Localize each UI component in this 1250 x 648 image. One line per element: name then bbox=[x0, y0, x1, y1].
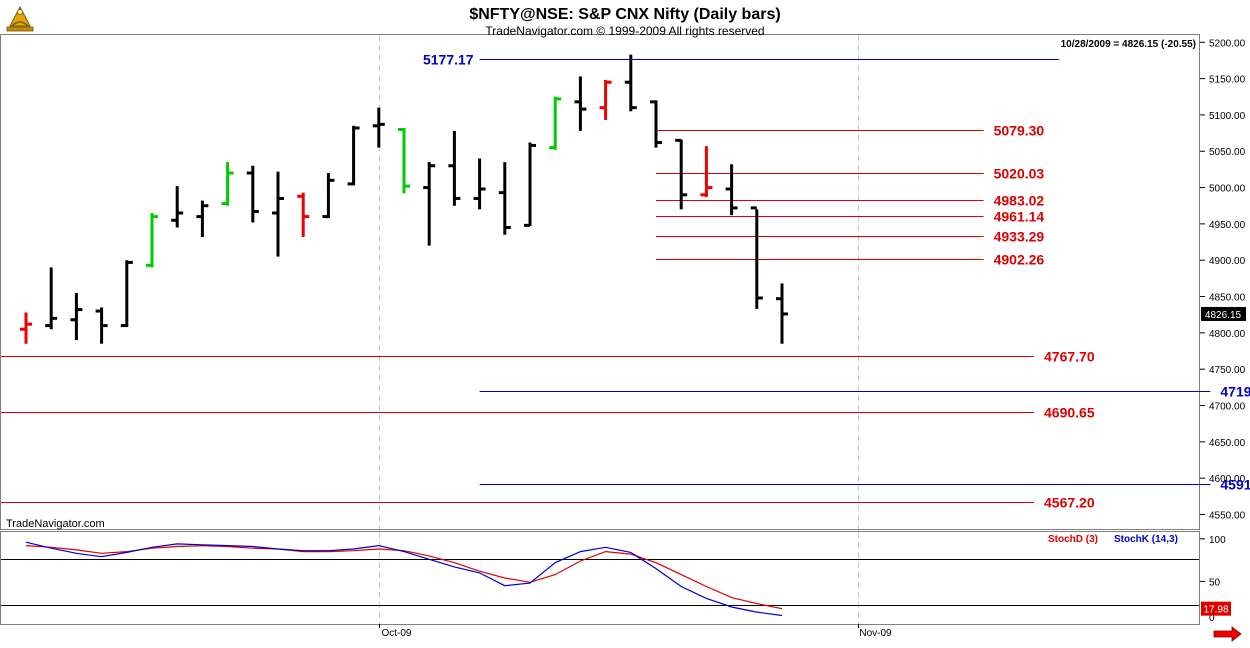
price-tick-label: 5100.00 bbox=[1209, 111, 1246, 122]
last-price-marker bbox=[1201, 306, 1246, 321]
sextant-icon[interactable] bbox=[3, 4, 37, 34]
level-label: 5177.17 bbox=[423, 52, 474, 68]
right-arrow-icon[interactable] bbox=[1213, 626, 1242, 642]
price-tick-label: 4700.00 bbox=[1209, 402, 1246, 413]
ohlc-bar bbox=[599, 80, 612, 120]
price-tick-label: 5150.00 bbox=[1209, 75, 1246, 86]
level-label: 4719.45 bbox=[1220, 384, 1250, 400]
ohlc-bar bbox=[20, 312, 32, 344]
ohlc-bar bbox=[650, 100, 662, 148]
price-tick-label: 5050.00 bbox=[1209, 147, 1246, 158]
ohlc-bar bbox=[448, 130, 461, 206]
ohlc-bar bbox=[246, 165, 259, 223]
ohlc-bar bbox=[750, 206, 763, 309]
ohlc-bar bbox=[524, 142, 536, 227]
legend-stochd: StochD (3) bbox=[1048, 534, 1098, 545]
chart-copyright: TradeNavigator.com © 1999-2009 All right… bbox=[485, 24, 764, 38]
legend-stochk: StochK (14,3) bbox=[1114, 534, 1178, 545]
ohlc-bar bbox=[45, 267, 58, 330]
ohlc-bar bbox=[146, 212, 158, 268]
price-tick-label: 4950.00 bbox=[1209, 220, 1246, 231]
stochastic-panel: 100 50 0 StochD (3) StochK (14,3) 17.98 bbox=[1, 534, 1231, 624]
level-label: 4567.20 bbox=[1044, 495, 1095, 511]
stoch-tick-label: 50 bbox=[1209, 577, 1221, 588]
ohlc-bar bbox=[423, 162, 436, 246]
date-axis: Oct-09 Nov-09 bbox=[379, 624, 892, 639]
ohlc-bar bbox=[272, 171, 284, 257]
level-label: 5020.03 bbox=[994, 166, 1045, 182]
ohlc-bar bbox=[95, 307, 108, 344]
price-tick-label: 4750.00 bbox=[1209, 365, 1246, 376]
ohlc-bar bbox=[498, 162, 511, 235]
level-label: 4902.26 bbox=[994, 252, 1045, 268]
watermark-text: TradeNavigator.com bbox=[6, 518, 105, 530]
ohlc-bar bbox=[347, 125, 360, 186]
level-label: 4767.70 bbox=[1044, 349, 1095, 365]
price-panel-frame bbox=[0, 34, 1200, 530]
stoch-last-label: 17.98 bbox=[1203, 605, 1228, 616]
price-tick-label: 4550.00 bbox=[1209, 510, 1246, 521]
ohlc-bar bbox=[725, 164, 738, 216]
level-label: 4933.29 bbox=[994, 229, 1045, 245]
stoch-tick-label: 100 bbox=[1209, 535, 1226, 546]
stoch-last-marker bbox=[1201, 601, 1231, 616]
chart-title: $NFTY@NSE: S&P CNX Nifty (Daily bars) bbox=[469, 6, 780, 23]
price-tick-label: 4850.00 bbox=[1209, 293, 1246, 304]
price-tick-label: 5000.00 bbox=[1209, 184, 1246, 195]
ohlc-bar bbox=[70, 292, 83, 341]
price-tick-label: 4600.00 bbox=[1209, 474, 1246, 485]
ohlc-bar bbox=[473, 158, 486, 210]
indicator-panel-frame bbox=[0, 531, 1200, 625]
ohlc-bar bbox=[549, 96, 562, 150]
last-quote-readout: 10/28/2009 = 4826.15 (-20.55) bbox=[1061, 39, 1196, 50]
price-tick-label: 4900.00 bbox=[1209, 256, 1246, 267]
level-label: 5079.30 bbox=[994, 123, 1045, 139]
price-tick-label: 4650.00 bbox=[1209, 438, 1246, 449]
date-tick-label: Oct-09 bbox=[381, 628, 411, 639]
stoch-series-line bbox=[25, 544, 783, 610]
price-tick-label: 5200.00 bbox=[1209, 38, 1246, 49]
level-label: 4983.02 bbox=[994, 193, 1045, 209]
ohlc-bar bbox=[398, 127, 410, 194]
price-tick-label: 4800.00 bbox=[1209, 329, 1246, 340]
level-label: 4591.90 bbox=[1220, 477, 1250, 493]
ohlc-bar bbox=[574, 76, 587, 131]
ohlc-bar bbox=[624, 54, 637, 112]
level-label: 4690.65 bbox=[1044, 405, 1095, 421]
price-axis: 4550.00 4600.00 4650.00 4700.00 4750.00 4800.… bbox=[1200, 38, 1246, 521]
ohlc-bar bbox=[322, 173, 335, 219]
ohlc-bar bbox=[372, 107, 385, 148]
stoch-series-line bbox=[25, 541, 783, 617]
ohlc-bar bbox=[700, 146, 713, 198]
price-bars bbox=[20, 54, 788, 344]
last-price-label: 4826.15 bbox=[1205, 310, 1242, 321]
date-tick-label: Nov-09 bbox=[859, 628, 892, 639]
ohlc-bar bbox=[297, 192, 310, 237]
ohlc-bar bbox=[221, 162, 234, 206]
ohlc-bar bbox=[120, 260, 133, 328]
ohlc-bar bbox=[776, 283, 788, 344]
stoch-tick-label: 0 bbox=[1209, 613, 1215, 624]
ohlc-bar bbox=[171, 186, 184, 228]
level-label: 4961.14 bbox=[994, 209, 1045, 225]
ohlc-bar bbox=[196, 200, 209, 237]
ohlc-bar bbox=[675, 138, 688, 210]
